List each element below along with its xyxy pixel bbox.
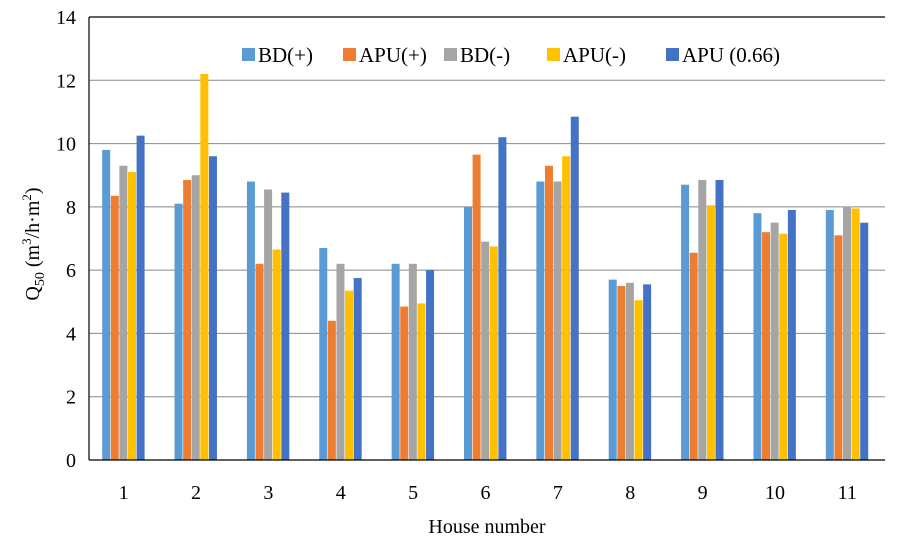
- bar-house-10-series-5: [787, 210, 796, 460]
- bar-house-10-series-4: [779, 233, 788, 460]
- bar-house-9-series-3: [698, 179, 707, 461]
- bar-house-8-series-2: [617, 285, 626, 460]
- bar-house-11-series-5: [860, 222, 869, 460]
- axes: [88, 17, 885, 461]
- x-tick-label: 4: [336, 482, 346, 504]
- bar-house-1-series-4: [127, 172, 136, 461]
- x-tick-label: 6: [481, 482, 491, 504]
- x-tick-label: 11: [838, 482, 857, 504]
- bar-house-1-series-3: [119, 165, 128, 460]
- bar-house-9-series-2: [689, 252, 698, 460]
- legend-swatch: [444, 48, 457, 61]
- bar-house-6-series-2: [472, 154, 481, 460]
- legend-label: APU (0.66): [682, 43, 780, 67]
- legend: BD(+) APU(+) BD(-) APU(-) APU (0.66): [242, 43, 780, 67]
- legend-entry: APU(-): [547, 43, 626, 67]
- bar-house-9-series-1: [681, 184, 690, 460]
- bar-house-4-series-1: [319, 247, 328, 460]
- x-tick-labels: 1 2 3 4 5 6 7 8 9 10 11: [119, 482, 857, 504]
- y-axis-title: Q50 (m3/h·m2): [19, 187, 48, 300]
- bar-house-2-series-3: [191, 175, 200, 460]
- bar-house-2-series-2: [183, 179, 192, 461]
- y-tick-label: 4: [66, 323, 76, 345]
- bar-house-7-series-2: [544, 165, 553, 460]
- bar-house-6-series-5: [498, 137, 507, 460]
- legend-label: BD(-): [460, 43, 510, 67]
- bar-house-2-series-5: [208, 156, 217, 460]
- bar-house-10-series-3: [770, 222, 779, 460]
- bar-house-4-series-3: [336, 263, 345, 460]
- legend-swatch: [343, 48, 356, 61]
- bar-house-1-series-5: [136, 135, 145, 461]
- y-tick-label: 6: [66, 260, 76, 282]
- bar-house-4-series-2: [327, 320, 336, 460]
- bar-house-8-series-1: [608, 279, 617, 460]
- bar-house-11-series-1: [825, 210, 834, 460]
- bar-house-6-series-3: [481, 241, 490, 460]
- bar-house-3-series-1: [246, 181, 255, 461]
- bar-house-5-series-3: [408, 263, 417, 460]
- y-tick-label: 8: [66, 197, 76, 219]
- bar-house-7-series-1: [536, 181, 545, 461]
- bar-house-7-series-5: [570, 116, 579, 461]
- legend-swatch: [666, 48, 679, 61]
- bar-house-7-series-3: [553, 181, 562, 461]
- x-tick-label: 5: [408, 482, 418, 504]
- y-tick-label: 10: [56, 134, 76, 156]
- x-tick-label: 9: [698, 482, 708, 504]
- legend-swatch: [547, 48, 560, 61]
- x-tick-label: 10: [765, 482, 785, 504]
- bar-house-6-series-4: [489, 246, 498, 460]
- bar-house-9-series-5: [715, 179, 724, 461]
- legend-entry: APU(+): [343, 43, 427, 67]
- bar-house-2-series-4: [200, 73, 209, 460]
- x-tick-label: 8: [625, 482, 635, 504]
- bar-house-4-series-5: [353, 278, 362, 460]
- legend-entry: BD(+): [242, 43, 313, 67]
- bar-house-8-series-4: [634, 300, 643, 460]
- x-tick-label: 2: [191, 482, 201, 504]
- y-tick-label: 2: [66, 387, 76, 409]
- bar-house-5-series-2: [400, 306, 409, 460]
- bar-house-11-series-2: [834, 235, 843, 460]
- bar-house-10-series-2: [762, 232, 771, 460]
- bar-house-8-series-3: [625, 282, 634, 460]
- bar-house-8-series-5: [643, 284, 652, 460]
- x-axis-title: House number: [428, 516, 546, 538]
- legend-entry: BD(-): [444, 43, 510, 67]
- legend-entry: APU (0.66): [666, 43, 780, 67]
- x-tick-label: 7: [553, 482, 563, 504]
- bar-house-9-series-4: [706, 205, 715, 460]
- bar-house-5-series-1: [391, 263, 400, 460]
- bar-house-7-series-4: [562, 156, 571, 460]
- bar-house-1-series-1: [102, 149, 111, 460]
- bar-house-3-series-5: [281, 192, 290, 460]
- bar-house-3-series-4: [272, 249, 281, 460]
- bar-house-1-series-2: [110, 195, 119, 460]
- legend-label: BD(+): [258, 43, 313, 67]
- bar-house-6-series-1: [464, 206, 472, 460]
- legend-label: APU(-): [563, 43, 626, 67]
- bar-house-5-series-5: [426, 270, 435, 460]
- y-tick-label: 14: [56, 7, 76, 29]
- y-tick-label: 12: [56, 70, 76, 92]
- bar-house-11-series-4: [851, 208, 860, 460]
- gridlines: [89, 16, 885, 398]
- legend-label: APU(+): [359, 43, 427, 67]
- x-tick-label: 3: [263, 482, 273, 504]
- bars: [102, 73, 869, 461]
- bar-house-11-series-3: [843, 206, 852, 460]
- y-tick-labels: 0 2 4 6 8 10 12 14: [56, 7, 76, 472]
- bar-house-2-series-1: [174, 203, 183, 460]
- legend-swatch: [242, 48, 255, 61]
- x-tick-label: 1: [119, 482, 129, 504]
- bar-house-5-series-4: [417, 303, 426, 460]
- bar-house-10-series-1: [753, 213, 762, 460]
- bar-house-3-series-2: [255, 263, 264, 460]
- bar-house-3-series-3: [264, 189, 273, 461]
- y-tick-label: 0: [66, 450, 76, 472]
- bar-house-4-series-4: [345, 290, 354, 460]
